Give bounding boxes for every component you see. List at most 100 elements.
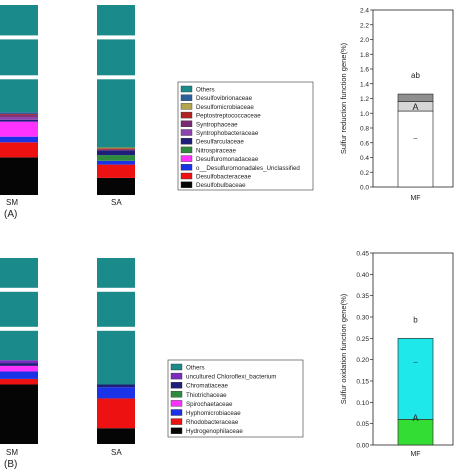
legend-swatch bbox=[170, 427, 183, 434]
stack-segment-sm-8 bbox=[0, 121, 38, 137]
legend-item: Syntrophaceae bbox=[196, 121, 238, 128]
y-tick-label: 0.25 bbox=[356, 336, 369, 343]
legend-item: Desulfuromonadaceae bbox=[196, 156, 259, 163]
legend-swatch bbox=[170, 400, 183, 407]
legend-item: Desulfovibrionaceae bbox=[196, 95, 253, 102]
legend-swatch bbox=[180, 164, 193, 171]
y-tick-label: 0.40 bbox=[356, 272, 369, 279]
legend-item: Desulfobacteraceae bbox=[196, 174, 252, 181]
legend-swatch bbox=[180, 111, 193, 119]
axis-break-sa-1 bbox=[97, 75, 135, 80]
legend-swatch bbox=[170, 409, 183, 416]
axis-break-sa-1 bbox=[97, 326, 135, 331]
legend-swatch bbox=[180, 120, 193, 128]
axis-break-sm-0 bbox=[0, 287, 38, 292]
legend-item: Others bbox=[186, 365, 205, 372]
axis-break-sm-0 bbox=[0, 35, 38, 40]
y-tick-label: 0.2 bbox=[360, 170, 369, 177]
median-mark: – bbox=[414, 359, 418, 366]
side-bar-segment-2 bbox=[397, 93, 434, 102]
legend-item: Hydrogenophilaceae bbox=[186, 428, 243, 435]
legend: Others uncultured Chloroflexi_bacterium Ch… bbox=[167, 359, 304, 438]
legend-item: Spirochaetaceae bbox=[186, 401, 233, 408]
stack-segment-sm-4 bbox=[0, 115, 38, 117]
stack-segment-sa-10 bbox=[97, 164, 135, 178]
legend-swatch bbox=[180, 85, 193, 93]
y-tick-label: 0.00 bbox=[356, 443, 369, 450]
y-axis-label: Sulfur reduction function gene(%) bbox=[339, 42, 348, 154]
stack-segment-sm-2 bbox=[0, 363, 38, 366]
y-tick-label: 2.0 bbox=[360, 37, 369, 44]
category-label-mf: MF bbox=[410, 195, 420, 202]
legend-swatch bbox=[180, 181, 193, 188]
panel-label: (B) bbox=[4, 459, 17, 470]
stack-segment-sa-9 bbox=[97, 160, 135, 165]
category-label-sa: SA bbox=[111, 198, 122, 207]
stack-segment-sm-0 bbox=[0, 258, 38, 361]
y-tick-label: 0.4 bbox=[360, 155, 369, 162]
legend-item: Peptostreptococcaceae bbox=[196, 113, 261, 120]
legend-item: Thiotrichaceae bbox=[186, 392, 227, 399]
legend-item: o__Desulfuromonadales_Unclassified bbox=[196, 165, 300, 172]
y-tick-label: 2.4 bbox=[360, 8, 369, 15]
group-letter: A bbox=[412, 102, 418, 112]
stack-segment-sm-11 bbox=[0, 157, 38, 195]
legend-swatch bbox=[180, 129, 193, 136]
legend-item: Desulfomicrobiaceae bbox=[196, 104, 254, 111]
y-tick-label: 0.6 bbox=[360, 140, 369, 147]
legend-swatch bbox=[180, 155, 193, 162]
y-tick-label: 0.10 bbox=[356, 400, 369, 407]
stack-segment-sa-7 bbox=[97, 155, 135, 161]
y-tick-label: 0.15 bbox=[356, 379, 369, 386]
y-tick-label: 1.2 bbox=[360, 96, 369, 103]
legend-swatch bbox=[180, 103, 193, 110]
legend-box bbox=[177, 81, 314, 191]
y-tick-label: 1.6 bbox=[360, 67, 369, 74]
legend-swatch bbox=[170, 418, 183, 425]
stack-segment-sa-6 bbox=[97, 398, 135, 429]
category-label-mf: MF bbox=[410, 451, 420, 458]
legend-swatch bbox=[170, 372, 183, 380]
panel-label: (A) bbox=[4, 209, 17, 220]
group-letter: A bbox=[412, 413, 418, 423]
stack-segment-sm-7 bbox=[0, 384, 38, 444]
legend-swatch bbox=[170, 391, 183, 398]
legend-swatch bbox=[180, 146, 193, 154]
legend-item: Desulfobulbaceae bbox=[196, 182, 246, 189]
stack-segment-sa-2 bbox=[97, 147, 135, 149]
axis-break-sm-1 bbox=[0, 326, 38, 331]
legend-item: Rhodobacteraceae bbox=[186, 419, 239, 426]
y-tick-label: 0.20 bbox=[356, 357, 369, 364]
y-tick-label: 0.05 bbox=[356, 421, 369, 428]
stack-segment-sm-6 bbox=[0, 119, 38, 122]
stack-segment-sa-5 bbox=[97, 387, 135, 399]
legend-swatch bbox=[170, 363, 183, 371]
legend-swatch bbox=[180, 172, 193, 180]
axis-break-sa-0 bbox=[97, 35, 135, 40]
axis-break-sm-1 bbox=[0, 75, 38, 80]
y-tick-label: 2.2 bbox=[360, 22, 369, 29]
stack-segment-sm-5 bbox=[0, 371, 38, 379]
stack-segment-sm-4 bbox=[0, 365, 38, 372]
stack-segment-sm-6 bbox=[0, 378, 38, 385]
y-tick-label: 1.0 bbox=[360, 111, 369, 118]
stack-segment-sm-10 bbox=[0, 142, 38, 158]
legend-item: Chromatiaceae bbox=[186, 383, 229, 390]
y-tick-label: 0.8 bbox=[360, 126, 369, 133]
stack-segment-sa-4 bbox=[97, 149, 135, 151]
stack-segment-sa-0 bbox=[97, 258, 135, 385]
legend-item: Nitrospiraceae bbox=[196, 147, 236, 154]
legend-swatch bbox=[170, 382, 183, 389]
significance-letter: b bbox=[413, 315, 418, 324]
axis-break-sa-0 bbox=[97, 287, 135, 292]
legend-item: uncultured Chloroflexi_bacterium bbox=[186, 374, 276, 381]
stack-segment-sa-2 bbox=[97, 384, 135, 388]
stack-segment-sa-11 bbox=[97, 177, 135, 195]
legend-swatch bbox=[180, 94, 193, 101]
y-tick-label: 0.35 bbox=[356, 293, 369, 300]
stack-segment-sa-7 bbox=[97, 428, 135, 444]
stack-segment-sm-5 bbox=[0, 116, 38, 120]
y-tick-label: 1.8 bbox=[360, 52, 369, 59]
